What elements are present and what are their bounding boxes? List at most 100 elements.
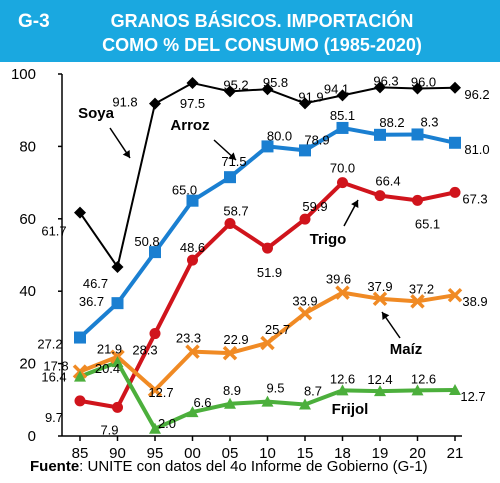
source-text: : UNITE con datos del 4o Informe de Gobi… [79, 458, 428, 475]
data-label: 96.2 [464, 87, 489, 102]
marker-arroz [74, 331, 86, 344]
pointer-arrowhead [122, 150, 130, 158]
data-label: 12.6 [411, 371, 436, 386]
data-label: 2.0 [158, 416, 176, 431]
data-label: 65.1 [415, 216, 440, 231]
marker-frijol [111, 356, 124, 368]
marker-soya [261, 83, 274, 96]
data-label: 96.0 [411, 74, 436, 89]
marker-maz [260, 335, 275, 351]
axes: 0 20 40 60 80 100 85 90 95 00 05 10 15 18 19 20 21 [11, 66, 463, 462]
marker-trigo [337, 177, 348, 189]
data-label: 9.7 [45, 410, 63, 425]
pointer-arrowhead [228, 152, 236, 160]
marker-frijol [224, 397, 236, 409]
marker-maz [222, 345, 238, 361]
data-label: 36.7 [79, 294, 104, 309]
series-markers [72, 77, 463, 434]
data-label: 20.4 [95, 361, 120, 376]
marker-trigo [374, 190, 386, 202]
marker-soya [74, 206, 86, 219]
data-label: 46.7 [83, 276, 108, 291]
marker-soya [299, 97, 311, 110]
data-label: 88.2 [379, 115, 404, 130]
series-name-arroz: Arroz [170, 117, 209, 134]
data-label: 91.9 [298, 89, 323, 104]
series-name-soya: Soya [78, 105, 115, 122]
marker-arroz [449, 136, 461, 149]
data-label: 12.7 [148, 385, 173, 400]
series-line-arroz [78, 125, 456, 340]
data-label: 8.7 [304, 384, 322, 399]
data-label: 37.2 [409, 281, 434, 296]
marker-soya [336, 89, 349, 102]
x-tick-label: 95 [147, 445, 164, 462]
marker-arroz [186, 194, 199, 207]
data-label: 85.1 [330, 108, 355, 123]
x-tick-label: 20 [409, 445, 426, 462]
x-tick-label: 15 [297, 445, 314, 462]
x-tick-label: 19 [372, 445, 389, 462]
data-label: 27.2 [37, 337, 62, 352]
data-label: 12.6 [330, 371, 355, 386]
data-label: 12.7 [460, 389, 485, 404]
data-label: 81.0 [464, 142, 489, 157]
data-label: 9.5 [266, 381, 284, 396]
marker-frijol [261, 395, 274, 407]
marker-arroz [261, 140, 274, 153]
data-label: 59.9 [302, 199, 327, 214]
y-tick-label: 60 [19, 211, 36, 228]
data-label: 65.0 [172, 183, 197, 198]
marker-maz [447, 287, 463, 303]
source-note: Fuente: UNITE con datos del 4o Informe d… [30, 458, 428, 475]
data-label: 70.0 [330, 161, 355, 176]
data-label: 78.9 [304, 132, 329, 147]
marker-maz [297, 306, 313, 321]
data-label: 28.3 [132, 343, 157, 358]
data-label: 39.6 [326, 272, 351, 287]
data-label: 6.6 [193, 395, 211, 410]
data-label: 12.4 [367, 372, 392, 387]
marker-soya [411, 82, 424, 95]
figure-code: G-3 [18, 11, 50, 32]
pointer-arrowhead [351, 200, 359, 208]
marker-frijol [411, 384, 424, 396]
series-name-maz: Maíz [390, 341, 423, 358]
marker-trigo [412, 194, 423, 206]
marker-frijol [336, 384, 349, 396]
marker-frijol [186, 406, 199, 418]
marker-trigo [149, 328, 161, 340]
marker-soya [111, 260, 124, 273]
data-label: 67.3 [462, 191, 487, 206]
data-label: 95.2 [223, 77, 248, 92]
marker-frijol [374, 385, 386, 397]
marker-frijol [299, 398, 311, 410]
marker-maz [185, 344, 200, 359]
header-bar [0, 0, 500, 62]
data-label: 51.9 [257, 265, 282, 280]
data-label: 91.8 [112, 95, 137, 110]
marker-soya [449, 81, 461, 94]
marker-soya [224, 85, 236, 98]
x-tick-label: 85 [72, 445, 89, 462]
data-label: 80.0 [267, 128, 292, 143]
marker-arroz [224, 171, 236, 184]
series-name-trigo: Trigo [310, 231, 347, 248]
marker-arroz [336, 121, 349, 134]
data-label: 48.6 [180, 240, 205, 255]
data-label: 96.3 [373, 73, 398, 88]
marker-frijol [74, 370, 86, 382]
marker-frijol [149, 422, 161, 434]
x-tick-label: 21 [447, 445, 464, 462]
data-label: 37.9 [367, 279, 392, 294]
marker-soya [149, 97, 161, 110]
x-tick-label: 05 [222, 445, 239, 462]
chart-title-line-2: COMO % DEL CONSUMO (1985-2020) [102, 35, 422, 55]
marker-arroz [149, 246, 161, 259]
marker-maz [410, 294, 425, 309]
annotations: Soya Arroz Trigo Maíz Frijol [78, 105, 422, 418]
data-label: 21.9 [97, 342, 122, 357]
y-tick-label: 80 [19, 138, 36, 155]
data-label: 94.1 [324, 81, 349, 96]
marker-trigo [187, 254, 198, 266]
